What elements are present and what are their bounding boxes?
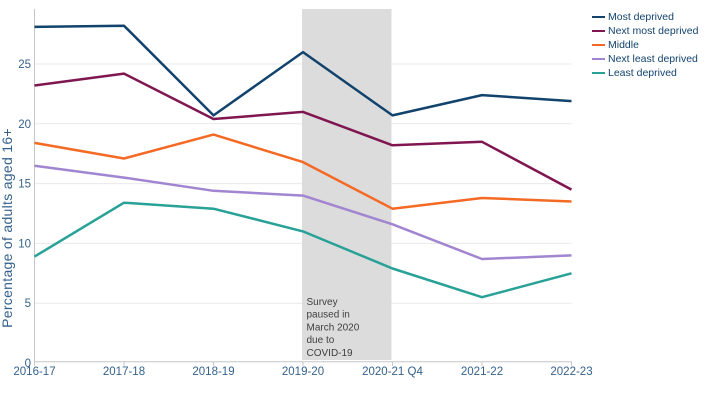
legend-label: Next least deprived <box>608 53 698 65</box>
annotation-line: due to <box>307 335 335 346</box>
y-tick-label: 0 <box>25 358 31 370</box>
legend: Most deprived Next most deprived Middle Nex… <box>592 10 698 80</box>
y-tick-label: 10 <box>18 238 31 250</box>
x-tick-label: 2019-20 <box>282 366 324 378</box>
y-tick-label: 20 <box>18 119 31 131</box>
line-middle <box>34 133 572 210</box>
legend-item-middle: Middle <box>592 38 698 52</box>
legend-dash-icon <box>592 43 605 47</box>
legend-label: Most deprived <box>608 11 674 23</box>
line-next-least-deprived <box>34 164 572 261</box>
legend-item-next-most-deprived: Next most deprived <box>592 24 698 38</box>
x-tick-label: 2018-19 <box>192 366 234 378</box>
x-tick-label: 2016-17 <box>13 366 55 378</box>
y-tick-label: 25 <box>18 59 31 71</box>
x-tick-label: 2020-21 Q4 <box>362 366 423 378</box>
annotation-line: Survey <box>307 297 338 308</box>
line-least-deprived <box>33 201 572 299</box>
legend-item-next-least-deprived: Next least deprived <box>592 52 698 66</box>
line-next-most-deprived <box>34 72 573 191</box>
x-tick-label: 2017-18 <box>103 366 145 378</box>
x-tick-label: 2021-22 <box>461 366 503 378</box>
legend-item-least-deprived: Least deprived <box>592 66 698 80</box>
legend-dash-icon <box>592 71 605 75</box>
legend-dash-icon <box>592 29 605 33</box>
y-axis-title: Percentage of adults aged 16+ <box>0 128 15 328</box>
legend-label: Least deprived <box>608 67 677 79</box>
line-most-deprived <box>34 24 572 117</box>
annotation-line: paused in <box>307 310 350 321</box>
x-tick-label: 2022-23 <box>550 366 592 378</box>
legend-dash-icon <box>592 57 605 61</box>
annotation-line: COVID-19 <box>307 348 354 359</box>
annotation-line: March 2020 <box>307 322 360 333</box>
legend-label: Next most deprived <box>608 25 699 37</box>
y-tick-label: 15 <box>18 179 31 191</box>
legend-label: Middle <box>608 39 639 51</box>
legend-dash-icon <box>592 15 605 19</box>
y-tick-label: 5 <box>25 298 31 310</box>
legend-item-most-deprived: Most deprived <box>592 10 698 24</box>
